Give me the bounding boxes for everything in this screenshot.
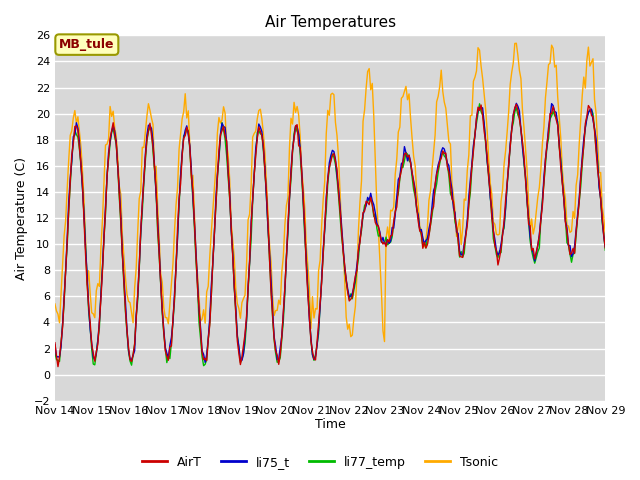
X-axis label: Time: Time xyxy=(315,419,346,432)
Title: Air Temperatures: Air Temperatures xyxy=(264,15,396,30)
Legend: AirT, li75_t, li77_temp, Tsonic: AirT, li75_t, li77_temp, Tsonic xyxy=(138,451,502,474)
Y-axis label: Air Temperature (C): Air Temperature (C) xyxy=(15,156,28,279)
Text: MB_tule: MB_tule xyxy=(59,38,115,51)
